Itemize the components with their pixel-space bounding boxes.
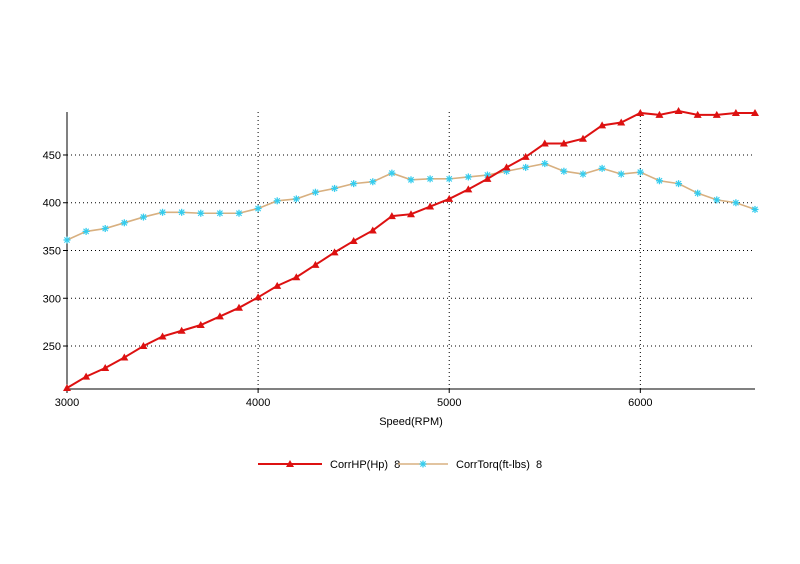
- data-point: [101, 363, 110, 371]
- data-point: [177, 326, 186, 334]
- data-point: [560, 167, 568, 175]
- data-point: [215, 312, 224, 320]
- data-point: [407, 176, 415, 184]
- data-point: [139, 342, 148, 350]
- data-point: [254, 293, 263, 301]
- data-point: [674, 107, 683, 115]
- y-tick-label: 400: [43, 198, 61, 210]
- data-point: [216, 209, 224, 217]
- data-point: [120, 219, 128, 227]
- data-point: [712, 110, 721, 118]
- data-point: [598, 121, 607, 129]
- tick-labels: 3000 4000 5000 6000 250 300 350 400 450: [43, 150, 653, 409]
- x-tick-label: 5000: [437, 397, 461, 409]
- data-point: [540, 139, 549, 147]
- data-point: [522, 163, 530, 171]
- data-point: [273, 281, 282, 289]
- data-point: [751, 108, 759, 116]
- data-point: [617, 118, 626, 126]
- data-point: [655, 177, 663, 185]
- legend-marker: [286, 460, 294, 467]
- data-point: [311, 188, 319, 196]
- data-point: [235, 209, 243, 217]
- data-point: [254, 204, 262, 212]
- data-point: [350, 180, 358, 188]
- data-point: [675, 180, 683, 188]
- data-point: [292, 273, 301, 281]
- series-line: [66, 162, 756, 241]
- data-point: [159, 208, 167, 216]
- x-tick-label: 4000: [246, 397, 270, 409]
- y-tick-label: 450: [43, 150, 61, 162]
- data-point: [407, 210, 415, 218]
- data-point: [82, 227, 90, 235]
- data-point: [331, 184, 339, 192]
- series: [63, 107, 759, 392]
- y-tick-label: 300: [43, 293, 61, 305]
- data-point: [158, 332, 167, 340]
- data-point: [368, 226, 377, 234]
- gridlines: [67, 112, 755, 389]
- data-point: [63, 384, 71, 392]
- data-point: [426, 202, 435, 210]
- data-point: [120, 353, 129, 361]
- legend-marker: [419, 460, 427, 468]
- data-point: [541, 160, 549, 168]
- series-0: [63, 107, 759, 392]
- data-point: [579, 170, 587, 178]
- data-point: [273, 197, 281, 205]
- data-point: [445, 194, 454, 202]
- data-point: [464, 173, 472, 181]
- data-point: [617, 170, 625, 178]
- data-point: [483, 174, 492, 182]
- data-point: [349, 236, 358, 244]
- legend-label: CorrHP(Hp) 8: [330, 459, 400, 471]
- data-point: [63, 236, 71, 244]
- x-tick-label: 6000: [628, 397, 652, 409]
- data-point: [751, 205, 759, 213]
- data-point: [292, 195, 300, 203]
- legend-label: CorrTorq(ft-lbs) 8: [456, 459, 542, 471]
- data-point: [311, 260, 320, 268]
- data-point: [598, 164, 606, 172]
- data-point: [502, 163, 511, 171]
- data-point: [521, 152, 530, 160]
- data-point: [388, 169, 396, 177]
- data-point: [196, 321, 205, 329]
- data-point: [636, 168, 644, 176]
- data-point: [636, 108, 645, 116]
- data-point: [426, 175, 434, 183]
- data-point: [235, 303, 243, 311]
- data-point: [197, 209, 205, 217]
- legend-item: CorrHP(Hp) 8: [258, 459, 400, 471]
- data-point: [369, 178, 377, 186]
- data-point: [731, 108, 740, 116]
- x-tick-label: 3000: [55, 397, 79, 409]
- legend-item: CorrTorq(ft-lbs) 8: [398, 459, 542, 471]
- data-point: [330, 248, 339, 256]
- data-point: [579, 134, 587, 142]
- data-point: [732, 199, 740, 207]
- y-tick-label: 250: [43, 341, 61, 353]
- data-point: [445, 175, 453, 183]
- data-point: [178, 208, 186, 216]
- data-point: [82, 372, 91, 380]
- legend: CorrHP(Hp) 8 CorrTorq(ft-lbs) 8: [258, 459, 542, 471]
- data-point: [464, 185, 473, 193]
- data-point: [387, 212, 396, 220]
- data-point: [655, 110, 664, 118]
- data-point: [694, 189, 702, 197]
- data-point: [693, 110, 702, 118]
- data-point: [139, 213, 147, 221]
- data-point: [559, 139, 568, 147]
- data-point: [713, 196, 721, 204]
- series-1: [63, 160, 759, 244]
- data-point: [101, 225, 109, 233]
- y-tick-label: 350: [43, 246, 61, 258]
- x-axis-title: Speed(RPM): [379, 416, 443, 428]
